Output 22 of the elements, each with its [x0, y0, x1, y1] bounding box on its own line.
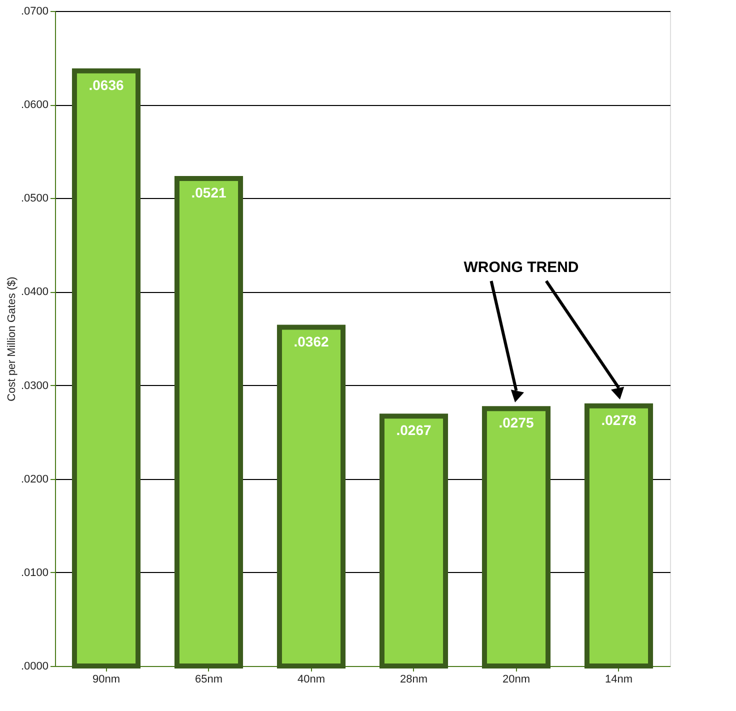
data-label: .0636: [88, 76, 124, 93]
data-label: .0278: [601, 412, 636, 428]
x-tick-label: 14nm: [604, 674, 633, 686]
x-tick-label: 40nm: [297, 674, 326, 686]
y-tick-label: .0600: [20, 99, 48, 112]
annotation: WRONG TREND: [464, 259, 579, 276]
y-tick-label: .0100: [20, 566, 48, 579]
data-label: .0275: [498, 414, 534, 431]
y-tick-label: .0700: [20, 6, 48, 18]
y-tick-label: .0000: [20, 660, 48, 672]
y-axis-title: Cost per Million Gates ($): [6, 276, 18, 402]
y-tick-label: .0200: [20, 473, 48, 486]
y-tick-label: .0500: [20, 192, 48, 205]
y-tick-label: .0400: [20, 286, 48, 298]
y-tick-label: .0300: [20, 380, 48, 392]
x-tick-label: 28nm: [400, 674, 428, 686]
x-tick-label: 65nm: [194, 674, 223, 686]
x-tick-label: 90nm: [92, 674, 120, 686]
data-label: .0362: [294, 333, 329, 350]
data-label: .0521: [191, 184, 226, 200]
x-tick-label: 20nm: [502, 674, 530, 686]
data-label: .0267: [396, 422, 432, 438]
